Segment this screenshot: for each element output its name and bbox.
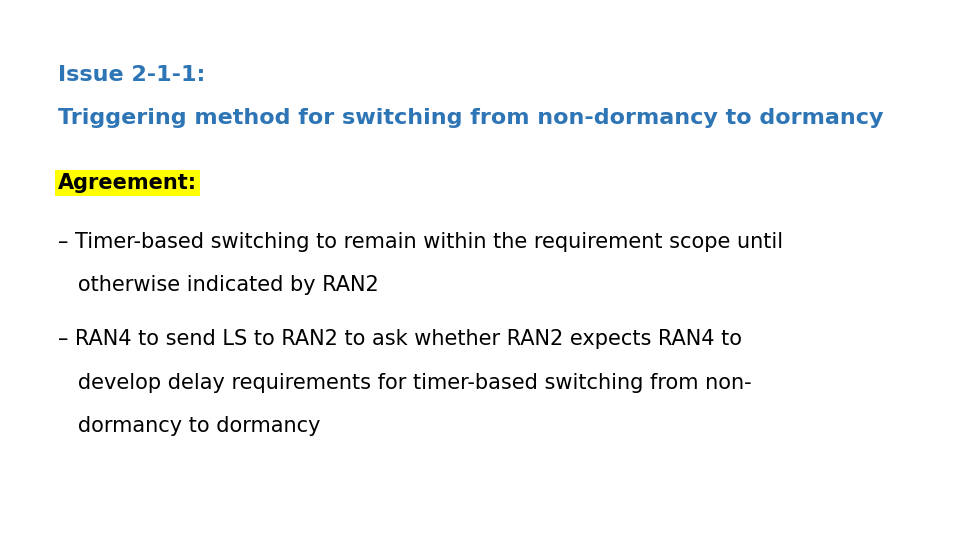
Text: Agreement:: Agreement: bbox=[58, 173, 197, 193]
Text: otherwise indicated by RAN2: otherwise indicated by RAN2 bbox=[58, 275, 378, 295]
Text: dormancy to dormancy: dormancy to dormancy bbox=[58, 416, 321, 436]
Text: Issue 2-1-1:: Issue 2-1-1: bbox=[58, 65, 205, 85]
Text: Triggering method for switching from non-dormancy to dormancy: Triggering method for switching from non… bbox=[58, 108, 883, 128]
Text: develop delay requirements for timer-based switching from non-: develop delay requirements for timer-bas… bbox=[58, 373, 752, 393]
Text: – Timer-based switching to remain within the requirement scope until: – Timer-based switching to remain within… bbox=[58, 232, 783, 252]
Text: – RAN4 to send LS to RAN2 to ask whether RAN2 expects RAN4 to: – RAN4 to send LS to RAN2 to ask whether… bbox=[58, 329, 742, 349]
